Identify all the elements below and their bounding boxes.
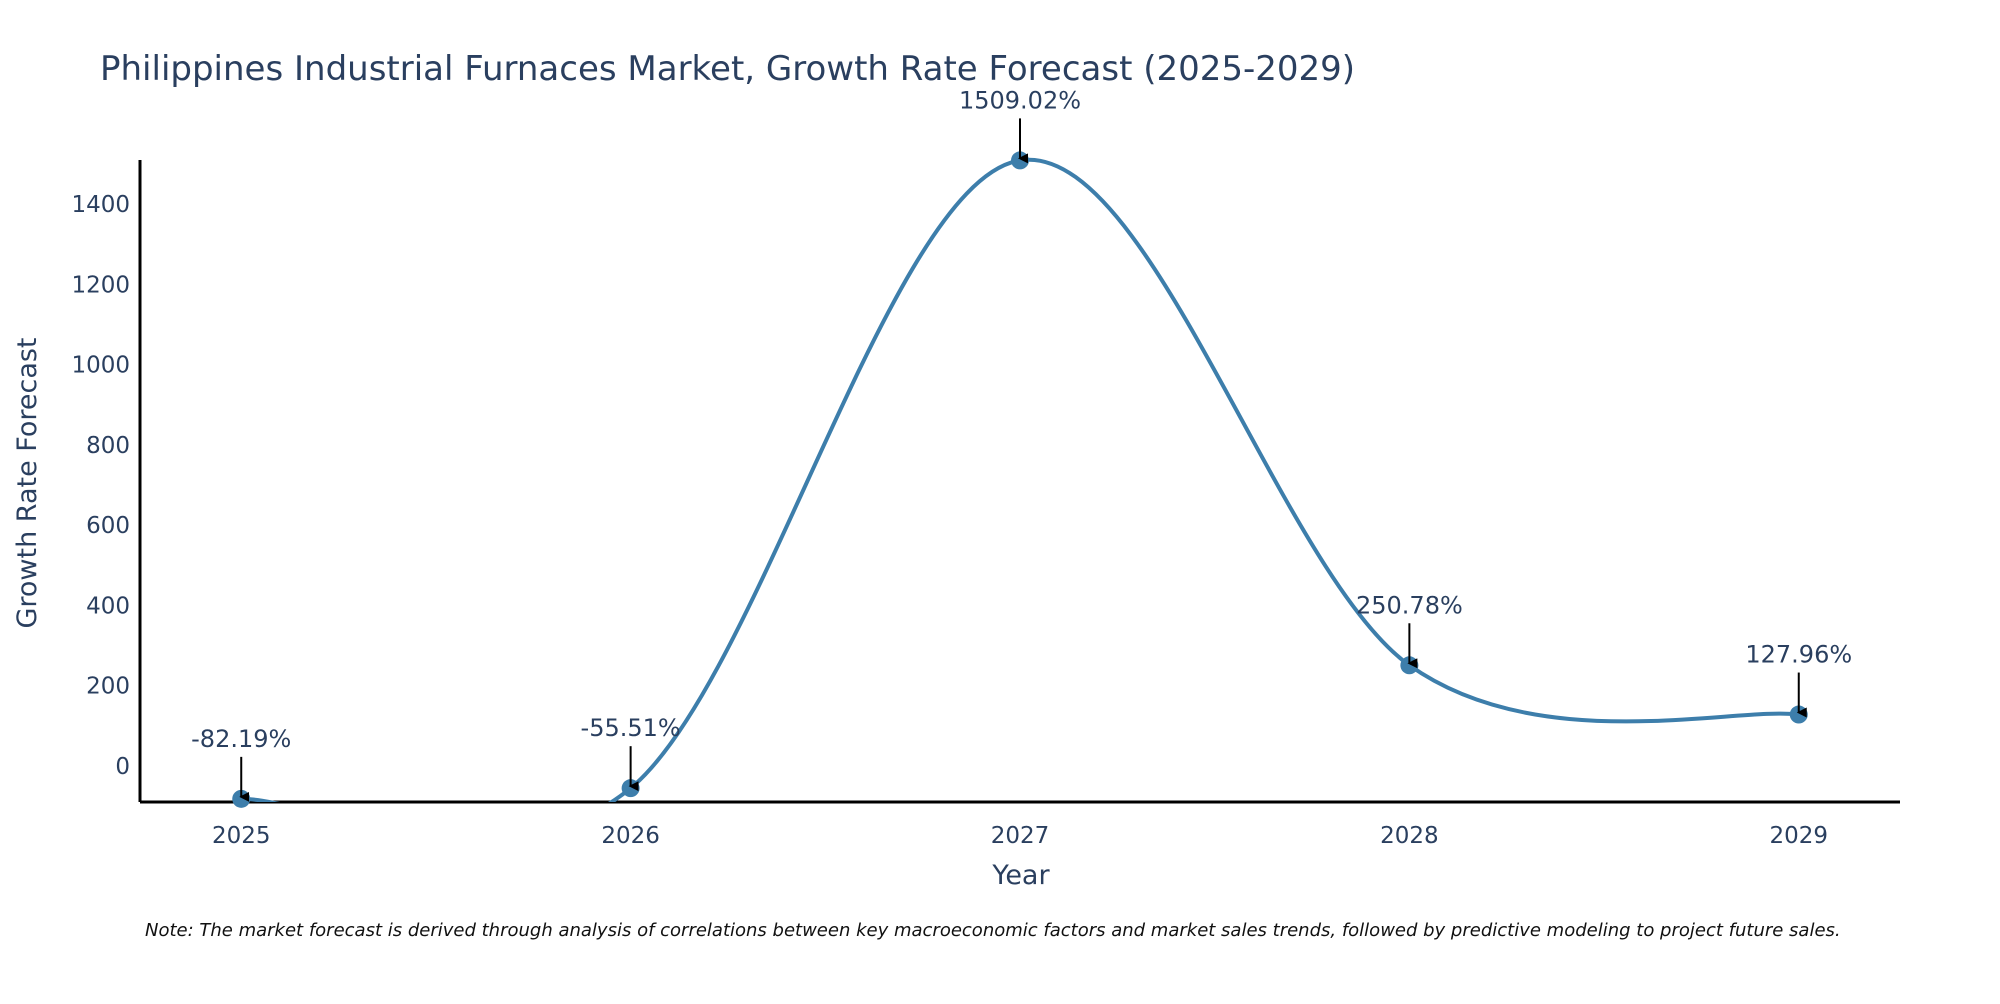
y-tick-label: 1200 [71, 272, 130, 298]
data-label: -55.51% [581, 714, 681, 742]
series-line [241, 157, 1800, 802]
forecast-note: Note: The market forecast is derived thr… [145, 920, 1841, 941]
data-label: 1509.02% [959, 86, 1081, 114]
y-tick-label: 1000 [71, 353, 130, 379]
data-label: 127.96% [1745, 641, 1852, 669]
y-tick-label: 800 [86, 433, 130, 459]
chart-title: Philippines Industrial Furnaces Market, … [100, 49, 1355, 89]
x-tick-label: 2025 [212, 823, 271, 849]
y-tick-label: 400 [86, 593, 130, 619]
y-tick-label: 1400 [71, 192, 130, 218]
y-tick-label: 200 [86, 674, 130, 700]
x-tick-label: 2029 [1769, 823, 1828, 849]
x-axis-title: Year [991, 860, 1050, 891]
y-axis-title: Growth Rate Forecast [12, 337, 43, 628]
x-tick-label: 2027 [991, 823, 1050, 849]
x-tick-label: 2026 [601, 823, 660, 849]
data-label: -82.19% [191, 725, 291, 753]
data-label: 250.78% [1356, 591, 1463, 619]
plot-area: 0 200 400 600 800 1000 1200 1400 2025 2026 2027 202… [71, 86, 1900, 849]
x-tick-label: 2028 [1380, 823, 1439, 849]
y-tick-label: 0 [115, 754, 130, 780]
y-tick-label: 600 [86, 513, 130, 539]
